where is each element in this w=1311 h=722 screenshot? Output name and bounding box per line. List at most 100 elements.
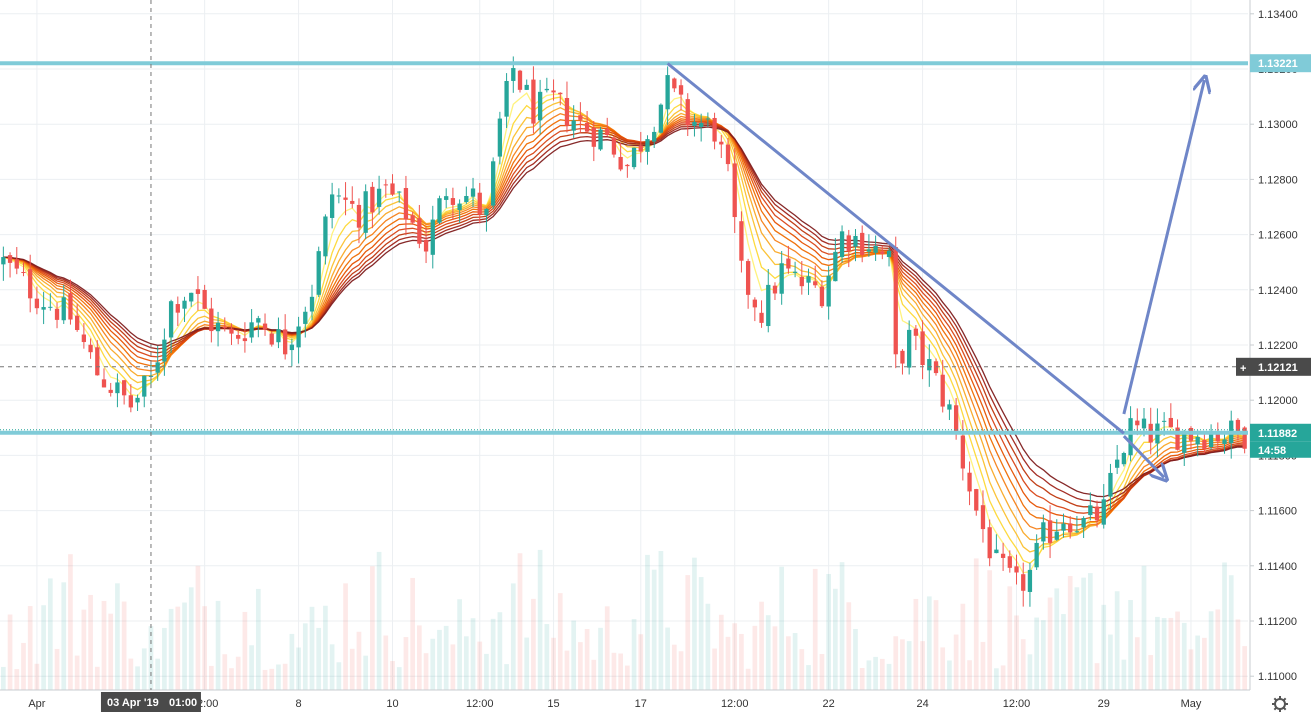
candle-body	[1202, 439, 1207, 450]
candle-body	[598, 129, 603, 150]
candle-body	[356, 204, 362, 228]
candle-body	[974, 489, 979, 511]
candle-body	[101, 379, 107, 388]
volume-bar	[745, 668, 751, 690]
volume-bar	[765, 615, 771, 690]
ma-line	[3, 123, 1245, 509]
candle-body	[866, 249, 872, 252]
candle-body	[450, 198, 456, 205]
crosshair-date-text: 03 Apr '19	[107, 697, 159, 709]
candle-body	[826, 275, 831, 307]
candle-body	[1068, 523, 1073, 533]
volume-bar	[68, 554, 73, 690]
volume-bar	[611, 652, 617, 690]
volume-bar	[671, 644, 677, 690]
candle-body	[343, 197, 348, 200]
candle-body	[511, 68, 516, 81]
resistance-price-label	[1250, 54, 1311, 73]
volume-bar	[994, 668, 999, 690]
volume-bar	[74, 655, 80, 690]
volume-bar	[799, 649, 805, 690]
volume-bar	[1000, 665, 1006, 690]
volume-bar	[1161, 618, 1167, 690]
volume-bar	[1222, 562, 1227, 690]
candle-body	[309, 296, 315, 312]
candle-body	[376, 188, 382, 207]
y-tick-label: 1.11400	[1258, 561, 1297, 573]
volume-bar	[1128, 600, 1133, 690]
candle-body	[229, 328, 234, 334]
volume-bar	[356, 631, 362, 690]
volume-bar	[41, 605, 46, 690]
volume-bar	[752, 625, 758, 690]
ma-line	[3, 121, 1245, 514]
candle-body	[900, 350, 905, 364]
volume-bar	[490, 618, 496, 690]
candle-body	[638, 145, 643, 152]
volume-bar	[1168, 617, 1174, 690]
volume-bar	[47, 578, 53, 690]
volume-bars	[1, 549, 1247, 690]
candle-body	[61, 297, 66, 321]
volume-bar	[269, 668, 275, 690]
candle-body	[236, 335, 241, 339]
volume-bar	[732, 623, 738, 690]
volume-bar	[1014, 615, 1019, 690]
candle-body	[517, 70, 523, 90]
volume-bar	[276, 664, 281, 690]
volume-bar	[886, 663, 892, 690]
arrow-bearish-projection	[1122, 435, 1164, 477]
x-tick-label: 12:00	[721, 698, 749, 710]
gear-icon[interactable]	[1272, 696, 1288, 712]
volume-bar	[1108, 634, 1113, 690]
volume-bar	[323, 605, 328, 690]
candle-body	[142, 375, 147, 397]
volume-bar	[235, 656, 241, 690]
y-tick-label: 1.11000	[1258, 671, 1297, 683]
candle-body	[745, 261, 751, 295]
volume-bar	[685, 575, 691, 690]
candle-body	[1, 257, 6, 265]
volume-bar	[1074, 587, 1080, 690]
candle-body	[605, 128, 610, 136]
x-tick-label: May	[1181, 698, 1202, 710]
volume-bar	[1188, 649, 1194, 690]
candle-body	[813, 281, 818, 286]
candle-body	[1115, 459, 1120, 468]
volume-bar	[497, 612, 503, 690]
volume-bar	[658, 551, 664, 690]
candle-body	[893, 247, 898, 355]
candle-body	[658, 104, 664, 133]
candle-body	[202, 289, 207, 309]
volume-bar	[960, 603, 966, 690]
volume-bar	[1141, 565, 1147, 690]
candle-body	[1014, 566, 1019, 573]
candle-body	[631, 147, 637, 168]
volume-bar	[557, 593, 563, 690]
candle-body	[1141, 418, 1147, 429]
ma-ribbon	[3, 92, 1246, 574]
volume-bar	[209, 665, 214, 690]
volume-bar	[34, 663, 40, 690]
candle-body	[685, 99, 690, 126]
volume-bar	[262, 669, 268, 690]
candle-body	[182, 300, 187, 309]
volume-bar	[618, 653, 623, 690]
volume-bar	[1034, 617, 1039, 690]
candle-body	[1208, 433, 1214, 448]
plus-icon: +	[1240, 363, 1246, 375]
volume-bar	[470, 618, 476, 690]
candle-body	[980, 505, 986, 530]
volume-bar	[940, 647, 946, 690]
candle-body	[833, 251, 838, 282]
candle-body	[1061, 523, 1066, 531]
volume-bar	[1087, 573, 1093, 690]
volume-bar	[1007, 586, 1013, 690]
volume-bar	[215, 600, 221, 690]
candle-body	[927, 359, 932, 371]
candle-body	[953, 405, 959, 433]
volume-bar	[302, 623, 308, 690]
volume-bar	[121, 601, 127, 690]
